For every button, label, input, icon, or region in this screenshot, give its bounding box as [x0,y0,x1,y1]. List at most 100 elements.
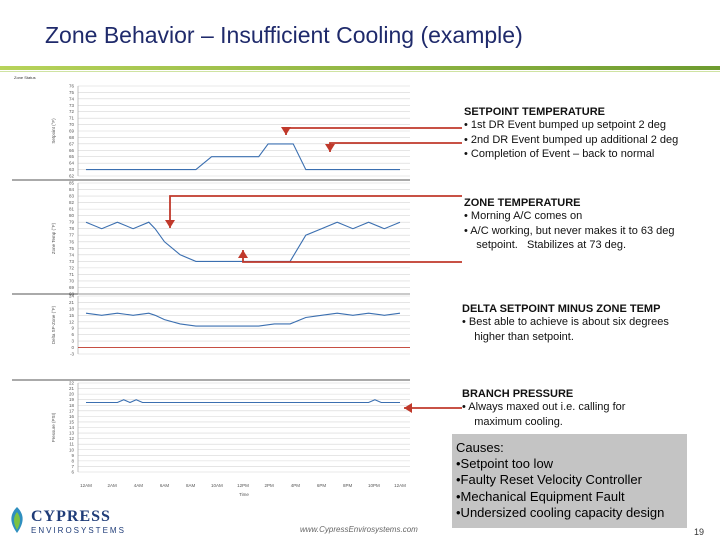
logo-name: CYPRESS [31,508,111,525]
y-tick-label: 7 [71,464,74,469]
zone-line: • Morning A/C comes on [464,210,583,222]
y-tick-label: 10 [69,447,75,452]
x-tick-label: 10AM [211,483,223,488]
y-tick-label: 18 [69,403,75,408]
slide-title: Zone Behavior – Insufficient Cooling (ex… [45,22,523,48]
y-tick-label: 6 [71,332,74,337]
website-link[interactable]: www.CypressEnvirosystems.com [300,525,418,534]
y-tick-label: 69 [69,129,75,134]
y-tick-label: 16 [69,414,75,419]
y-axis-label: Pressure (PSI) [51,412,56,442]
x-tick-label: 12AM [394,483,406,488]
x-tick-label: 6PM [317,483,327,488]
y-tick-label: 75 [69,246,75,251]
delta-annotation: DELTA SETPOINT MINUS ZONE TEMP • Best ab… [462,303,669,344]
callout-arrow-setpoint [285,127,462,135]
y-axis-label: Setpoint (°F) [51,118,56,144]
series-line [86,399,400,404]
page-number: 19 [694,527,705,537]
y-tick-label: 84 [69,187,75,192]
x-axis-label: Time [239,492,249,497]
callout-arrow-zone [169,195,462,228]
setpoint-annotation: SETPOINT TEMPERATURE • 1st DR Event bump… [464,106,678,162]
x-tick-label: 4PM [291,483,301,488]
delta-line: • Best able to achieve is about six degr… [462,316,669,328]
y-tick-label: 62 [69,174,75,179]
title-underline [0,66,720,70]
causes-heading: Causes: [456,440,504,455]
series-line [86,143,400,171]
logo-sub: ENVIROSYSTEMS [31,526,126,535]
y-tick-label: 9 [71,326,74,331]
zone-line: setpoint. Stabilizes at 73 deg. [464,239,627,251]
x-tick-label: 8PM [343,483,353,488]
callout-arrow-zone [242,250,462,263]
cause-item: •Setpoint too low [456,456,554,472]
cause-item: •Faulty Reset Velocity Controller [456,472,642,488]
y-tick-label: 69 [69,285,75,290]
x-tick-label: 12PM [237,483,249,488]
x-tick-label: 10PM [368,483,380,488]
y-tick-label: 12 [69,436,75,441]
delta-heading: DELTA SETPOINT MINUS ZONE TEMP [462,303,661,315]
setpoint-line: • 2nd DR Event bumped up additional 2 de… [464,133,679,146]
y-tick-label: 71 [69,116,75,121]
callout-arrow-zone-head [165,220,175,228]
y-tick-label: 8 [71,458,74,463]
y-tick-label: 75 [69,90,75,95]
y-tick-label: 17 [69,408,75,413]
y-tick-label: 74 [69,96,75,101]
x-tick-label: 8AM [186,483,196,488]
x-tick-label: 12AM [80,483,92,488]
y-tick-label: 65 [69,154,75,159]
y-axis-label: Delta SP-Zone (°F) [51,305,56,344]
callout-arrow-zone-head [238,250,248,258]
y-tick-label: 68 [69,292,75,297]
y-tick-label: 18 [69,306,75,311]
y-tick-label: 74 [69,252,75,257]
callout-arrow-branch-head [404,403,412,413]
callout-arrow-setpoint-head [281,127,291,135]
y-tick-label: 12 [69,319,75,324]
cypress-leaf-icon [11,507,23,533]
y-tick-label: 14 [69,425,75,430]
setpoint-line: • Completion of Event – back to normal [464,148,655,160]
y-tick-label: -3 [70,352,74,357]
zone-heading: ZONE TEMPERATURE [464,197,581,209]
series-line [85,312,401,327]
setpoint-line: • 1st DR Event bumped up setpoint 2 deg [464,119,666,131]
y-tick-label: 77 [69,233,75,238]
y-tick-label: 3 [71,339,74,344]
y-tick-label: 20 [69,392,75,397]
y-tick-label: 70 [69,122,75,127]
y-tick-label: 66 [69,148,75,153]
y-axis-label: Zone Temp (°F) [51,222,56,254]
branch-annotation: BRANCH PRESSURE • Always maxed out i.e. … [462,388,625,429]
chart-title: Zone Status [14,75,36,80]
y-tick-label: 79 [69,220,75,225]
branch-line: • Always maxed out i.e. calling for [462,401,626,413]
x-tick-label: 6AM [160,483,170,488]
x-tick-label: 2PM [265,483,275,488]
x-tick-label: 2AM [108,483,118,488]
y-tick-label: 21 [69,300,75,305]
y-tick-label: 78 [69,226,75,231]
y-tick-label: 72 [69,265,75,270]
y-tick-label: 15 [69,313,75,318]
y-tick-label: 6 [71,470,74,475]
cause-item: •Undersized cooling capacity design [456,504,665,520]
y-tick-label: 80 [69,213,75,218]
y-tick-label: 24 [69,294,75,299]
y-tick-label: 71 [69,272,75,277]
cause-item: •Mechanical Equipment Fault [456,488,625,504]
x-tick-label: 4AM [134,483,144,488]
setpoint-heading: SETPOINT TEMPERATURE [464,106,605,118]
callout-arrow-setpoint-head [325,144,335,152]
branch-line: maximum cooling. [462,415,563,428]
y-tick-label: 19 [69,397,75,402]
y-tick-label: 22 [69,381,75,386]
y-tick-label: 76 [69,84,75,89]
y-tick-label: 85 [69,181,75,186]
y-tick-label: 11 [69,442,74,447]
